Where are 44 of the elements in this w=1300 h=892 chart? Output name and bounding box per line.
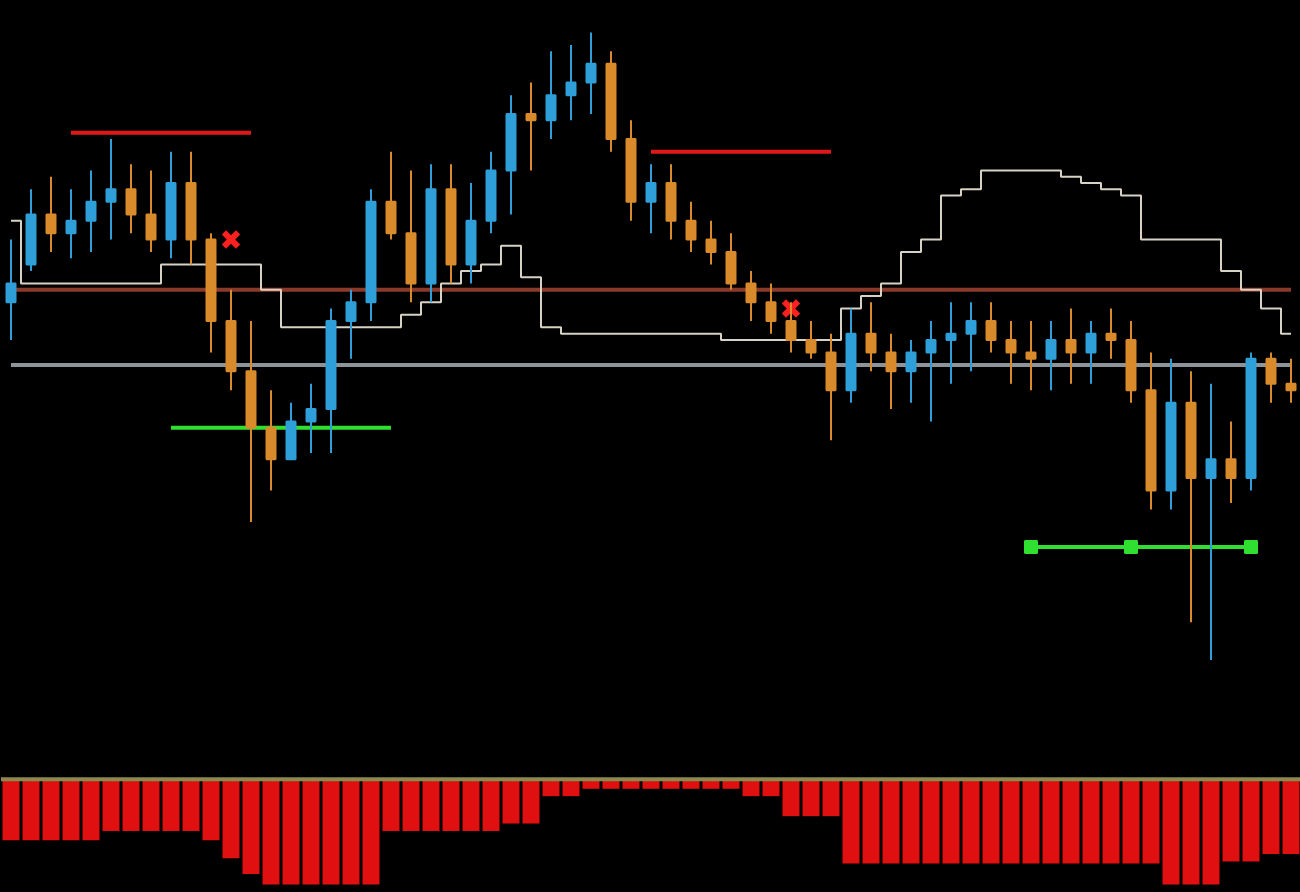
candlestick	[665, 163, 677, 241]
candlestick	[685, 200, 697, 254]
candlestick	[925, 320, 937, 423]
candlestick	[725, 232, 737, 291]
candlestick	[385, 150, 397, 241]
candlestick	[345, 288, 357, 360]
candlestick	[105, 138, 117, 241]
candlestick	[765, 282, 777, 335]
candlestick	[45, 175, 57, 254]
candlestick	[585, 31, 597, 115]
candlestick	[805, 320, 817, 360]
candlestick	[545, 50, 557, 141]
candlestick	[1265, 351, 1277, 404]
candlestick	[1105, 307, 1117, 360]
candlestick	[1285, 357, 1297, 404]
candlestick	[145, 169, 157, 254]
candlestick	[125, 163, 137, 235]
candlestick	[885, 332, 897, 410]
candlestick	[5, 238, 17, 341]
candlestick	[945, 301, 957, 385]
candlestick	[865, 301, 877, 373]
candlestick	[1005, 320, 1017, 385]
candlestick	[1025, 320, 1037, 392]
candlestick	[85, 169, 97, 254]
candlestick	[825, 332, 837, 442]
candlestick	[905, 338, 917, 404]
candlestick	[1085, 320, 1097, 385]
candlestick	[285, 401, 297, 461]
candlestick	[1205, 382, 1217, 662]
candlestick	[645, 163, 657, 235]
candlestick	[1065, 307, 1077, 385]
candlestick	[745, 269, 757, 323]
candlestick	[465, 182, 477, 285]
candlestick	[985, 301, 997, 354]
candlestick	[1045, 320, 1057, 392]
candlestick	[705, 219, 717, 266]
candlestick	[565, 43, 577, 122]
candlestick	[785, 301, 797, 354]
candlestick	[525, 81, 537, 172]
candlestick	[265, 389, 277, 492]
candlestick	[65, 188, 77, 260]
candlestick	[1225, 420, 1237, 505]
candlestick	[305, 382, 317, 454]
candlestick	[965, 301, 977, 373]
